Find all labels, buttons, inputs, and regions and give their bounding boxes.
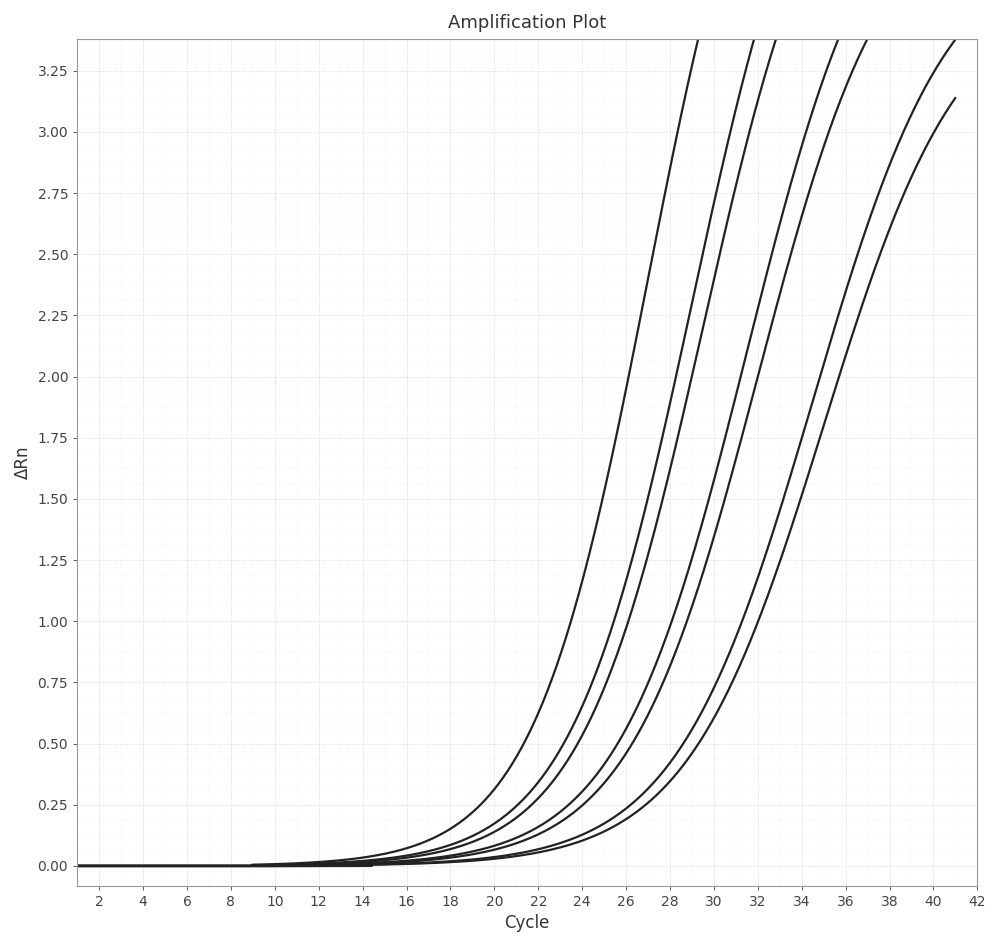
Y-axis label: ΔRn: ΔRn	[14, 446, 32, 479]
Title: Amplification Plot: Amplification Plot	[448, 14, 606, 32]
X-axis label: Cycle: Cycle	[505, 914, 550, 932]
